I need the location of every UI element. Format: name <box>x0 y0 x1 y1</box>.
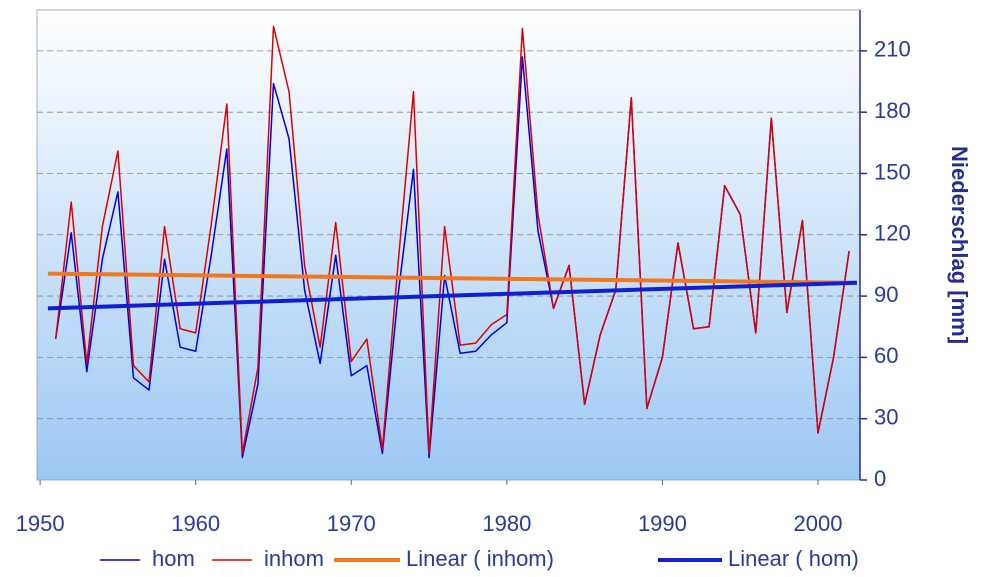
y-tick-label: 0 <box>874 466 886 491</box>
y-tick-label: 60 <box>874 343 898 368</box>
y-axis-label: Niederschlag [mm] <box>947 146 972 344</box>
series-line <box>54 25 850 455</box>
x-tick-label: 1990 <box>638 511 687 536</box>
legend-label: hom <box>152 546 195 571</box>
y-tick-label: 90 <box>874 282 898 307</box>
series-line <box>47 280 857 311</box>
legend-label: Linear ( hom) <box>728 546 859 571</box>
y-tick-label: 210 <box>874 37 911 62</box>
x-tick-label: 1970 <box>327 511 376 536</box>
x-tick-label: 1950 <box>16 511 65 536</box>
x-tick-label: 2000 <box>794 511 843 536</box>
plot-area <box>36 9 861 481</box>
series-line <box>47 271 857 285</box>
y-tick-label: 120 <box>874 221 911 246</box>
y-tick-label: 30 <box>874 405 898 430</box>
legend-label: inhom <box>264 546 324 571</box>
legend-label: Linear ( inhom) <box>406 546 554 571</box>
y-tick-label: 150 <box>874 159 911 184</box>
x-tick-label: 1980 <box>482 511 531 536</box>
x-tick-label: 1960 <box>171 511 220 536</box>
layer: 0 30 60 90 120 150 180 210 1950 1960 1970 1980 1990 2… <box>16 10 911 571</box>
y-tick-label: 180 <box>874 98 911 123</box>
